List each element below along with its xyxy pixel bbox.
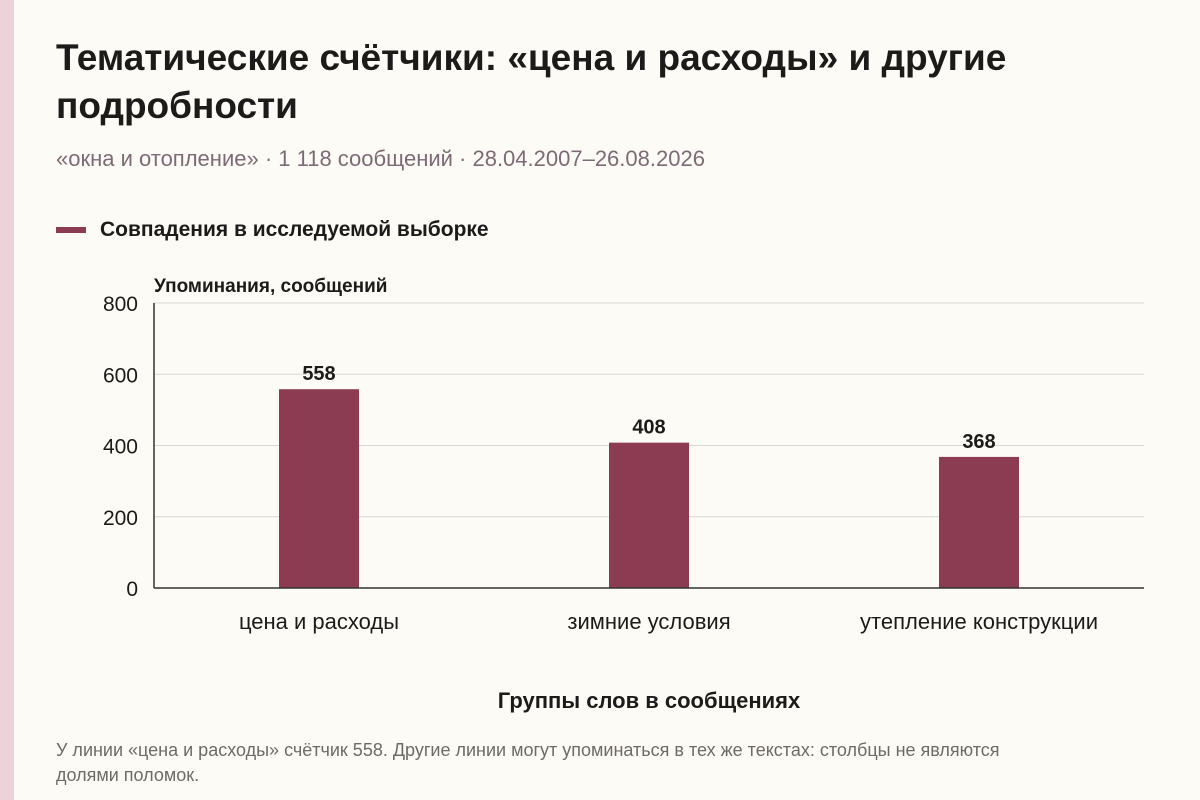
y-axis-label: Упоминания, сообщений xyxy=(154,276,387,297)
y-tick-label: 0 xyxy=(126,578,138,601)
bar xyxy=(609,442,689,588)
chart-subtitle: «окна и отопление» · 1 118 сообщений · 2… xyxy=(56,146,705,171)
footnote: У линии «цена и расходы» счётчик 558. Др… xyxy=(56,740,1000,785)
legend-label: Совпадения в исследуемой выборке xyxy=(100,218,489,241)
accent-strip xyxy=(0,0,14,800)
data-label: 408 xyxy=(632,417,665,439)
x-axis-label: Группы слов в сообщениях xyxy=(498,688,801,713)
x-tick-label: цена и расходы xyxy=(239,609,399,634)
chart-title: Тематические счётчики: «цена и расходы» … xyxy=(56,37,1007,126)
bar xyxy=(279,389,359,588)
y-tick-label: 400 xyxy=(103,436,138,459)
legend-swatch xyxy=(56,227,86,233)
x-tick-label: зимние условия xyxy=(567,609,730,634)
y-tick-label: 800 xyxy=(103,293,138,316)
data-label: 368 xyxy=(962,431,995,453)
y-tick-label: 600 xyxy=(103,364,138,387)
data-label: 558 xyxy=(302,363,335,385)
bar xyxy=(939,456,1019,588)
axes: 0 200 400 600 800 цена и расходы зимние услови… xyxy=(103,293,1144,634)
y-tick-label: 200 xyxy=(103,507,138,530)
x-tick-label: утепление конструкции xyxy=(860,609,1098,634)
legend: Совпадения в исследуемой выборке xyxy=(56,218,489,242)
bars: 558 408 368 xyxy=(279,363,1019,588)
